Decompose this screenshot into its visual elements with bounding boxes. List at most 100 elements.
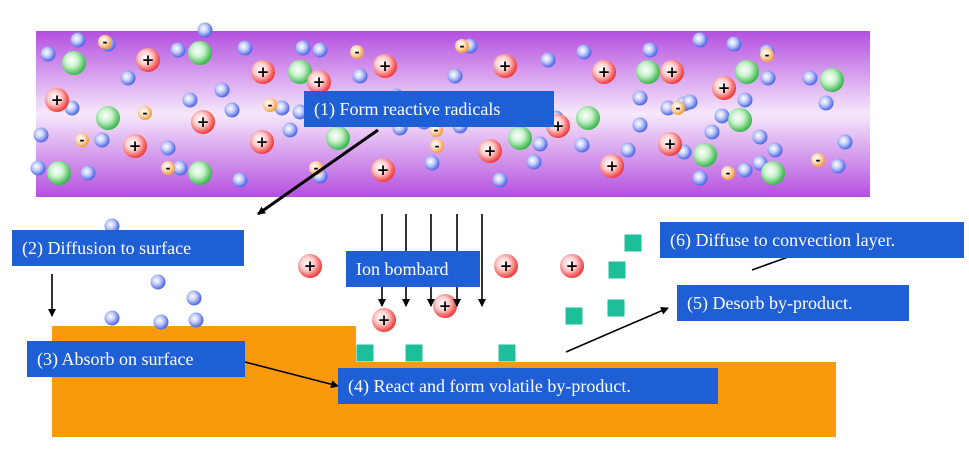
positive-ion-symbol: +: [598, 63, 611, 81]
neutral-particle: [237, 40, 253, 56]
neutral-particle: [64, 100, 80, 116]
neutral-particle: [150, 274, 166, 290]
electron-symbol: -: [355, 45, 360, 59]
neutral-particle: [224, 102, 240, 118]
positive-ion-symbol: +: [377, 161, 390, 179]
radical: [188, 41, 212, 65]
neutral-particle: [282, 122, 298, 138]
neutral-particle: [737, 92, 753, 108]
neutral-particle: [632, 90, 648, 106]
neutral-particle: [160, 140, 176, 156]
positive-ion-symbol: +: [500, 257, 513, 275]
positive-ion: +: [250, 130, 274, 154]
electron: -: [811, 153, 825, 167]
radical-arrow: [257, 128, 379, 216]
neutral-particle: [274, 100, 290, 116]
electron: -: [350, 45, 364, 59]
neutral-particle: [40, 46, 56, 62]
neutral-particle: [837, 134, 853, 150]
step6-label: (6) Diffuse to convection layer.: [660, 222, 964, 258]
step5-label: (5) Desorb by-product.: [677, 285, 909, 321]
electron-symbol: -: [166, 161, 171, 175]
positive-ion-symbol: +: [51, 91, 64, 109]
positive-ion: +: [298, 254, 322, 278]
positive-ion: +: [478, 139, 502, 163]
neutral-particle: [104, 218, 120, 234]
neutral-particle: [94, 132, 110, 148]
electron-symbol: -: [80, 133, 85, 147]
positive-ion-symbol: +: [379, 57, 392, 75]
by-product-square: [607, 299, 625, 317]
neutral-particle: [104, 310, 120, 326]
positive-ion: +: [660, 60, 684, 84]
radical: [326, 126, 350, 150]
positive-ion-symbol: +: [499, 57, 512, 75]
neutral-particle: [186, 290, 202, 306]
neutral-particle: [188, 312, 204, 328]
positive-ion: +: [251, 60, 275, 84]
neutral-particle: [424, 155, 440, 171]
electron: -: [98, 35, 112, 49]
positive-ion-symbol: +: [304, 257, 317, 275]
by-product-square: [565, 307, 583, 325]
positive-ion-symbol: +: [552, 117, 565, 135]
ion-bombard-label: Ion bombard: [346, 251, 480, 287]
electron: -: [75, 133, 89, 147]
neutral-particle: [492, 172, 508, 188]
radical: [47, 161, 71, 185]
positive-ion: +: [493, 54, 517, 78]
electron-symbol: -: [435, 139, 440, 153]
positive-ion-symbol: +: [666, 63, 679, 81]
electron: -: [161, 161, 175, 175]
neutral-particle: [70, 32, 86, 48]
positive-ion: +: [123, 134, 147, 158]
electron-symbol: -: [765, 48, 770, 62]
positive-ion: +: [592, 60, 616, 84]
by-product-square: [498, 344, 516, 362]
step4-label: (4) React and form volatile by-product.: [338, 368, 718, 404]
positive-ion: +: [191, 110, 215, 134]
positive-ion: +: [433, 294, 457, 318]
positive-ion: +: [373, 54, 397, 78]
by-product-square: [405, 344, 423, 362]
neutral-particle: [660, 100, 676, 116]
desorb-arrow: [565, 307, 669, 353]
positive-ion: +: [372, 308, 396, 332]
neutral-particle: [704, 124, 720, 140]
radical: [288, 60, 312, 84]
radical: [820, 68, 844, 92]
positive-ion-symbol: +: [566, 257, 579, 275]
electron: -: [671, 101, 685, 115]
positive-ion: +: [560, 254, 584, 278]
neutral-particle: [170, 42, 186, 58]
neutral-particle: [526, 154, 542, 170]
electron-symbol: -: [268, 98, 273, 112]
neutral-particle: [120, 70, 136, 86]
neutral-particle: [540, 52, 556, 68]
neutral-particle: [312, 42, 328, 58]
neutral-particle: [182, 92, 198, 108]
neutral-particle: [682, 94, 698, 110]
neutral-particle: [292, 104, 308, 120]
step3-label: (3) Absorb on surface: [27, 341, 245, 377]
neutral-particle: [752, 129, 768, 145]
radical: [761, 161, 785, 185]
positive-ion: +: [136, 48, 160, 72]
electron-symbol: -: [460, 39, 465, 53]
electron: -: [263, 98, 277, 112]
positive-ion: +: [658, 132, 682, 156]
neutral-particle: [830, 158, 846, 174]
by-product-square: [356, 344, 374, 362]
electron-symbol: -: [143, 106, 148, 120]
neutral-particle: [714, 108, 730, 124]
electron: -: [760, 48, 774, 62]
radical: [62, 51, 86, 75]
neutral-particle: [574, 137, 590, 153]
neutral-particle: [632, 117, 648, 133]
neutral-particle: [760, 70, 776, 86]
positive-ion-symbol: +: [197, 113, 210, 131]
positive-ion: +: [600, 154, 624, 178]
neutral-particle: [802, 70, 818, 86]
radical: [636, 60, 660, 84]
particle-layer: - - - - - - - - - - - - - - + + + + + + + + + + + + + + + + + + + + + +: [30, 22, 853, 332]
